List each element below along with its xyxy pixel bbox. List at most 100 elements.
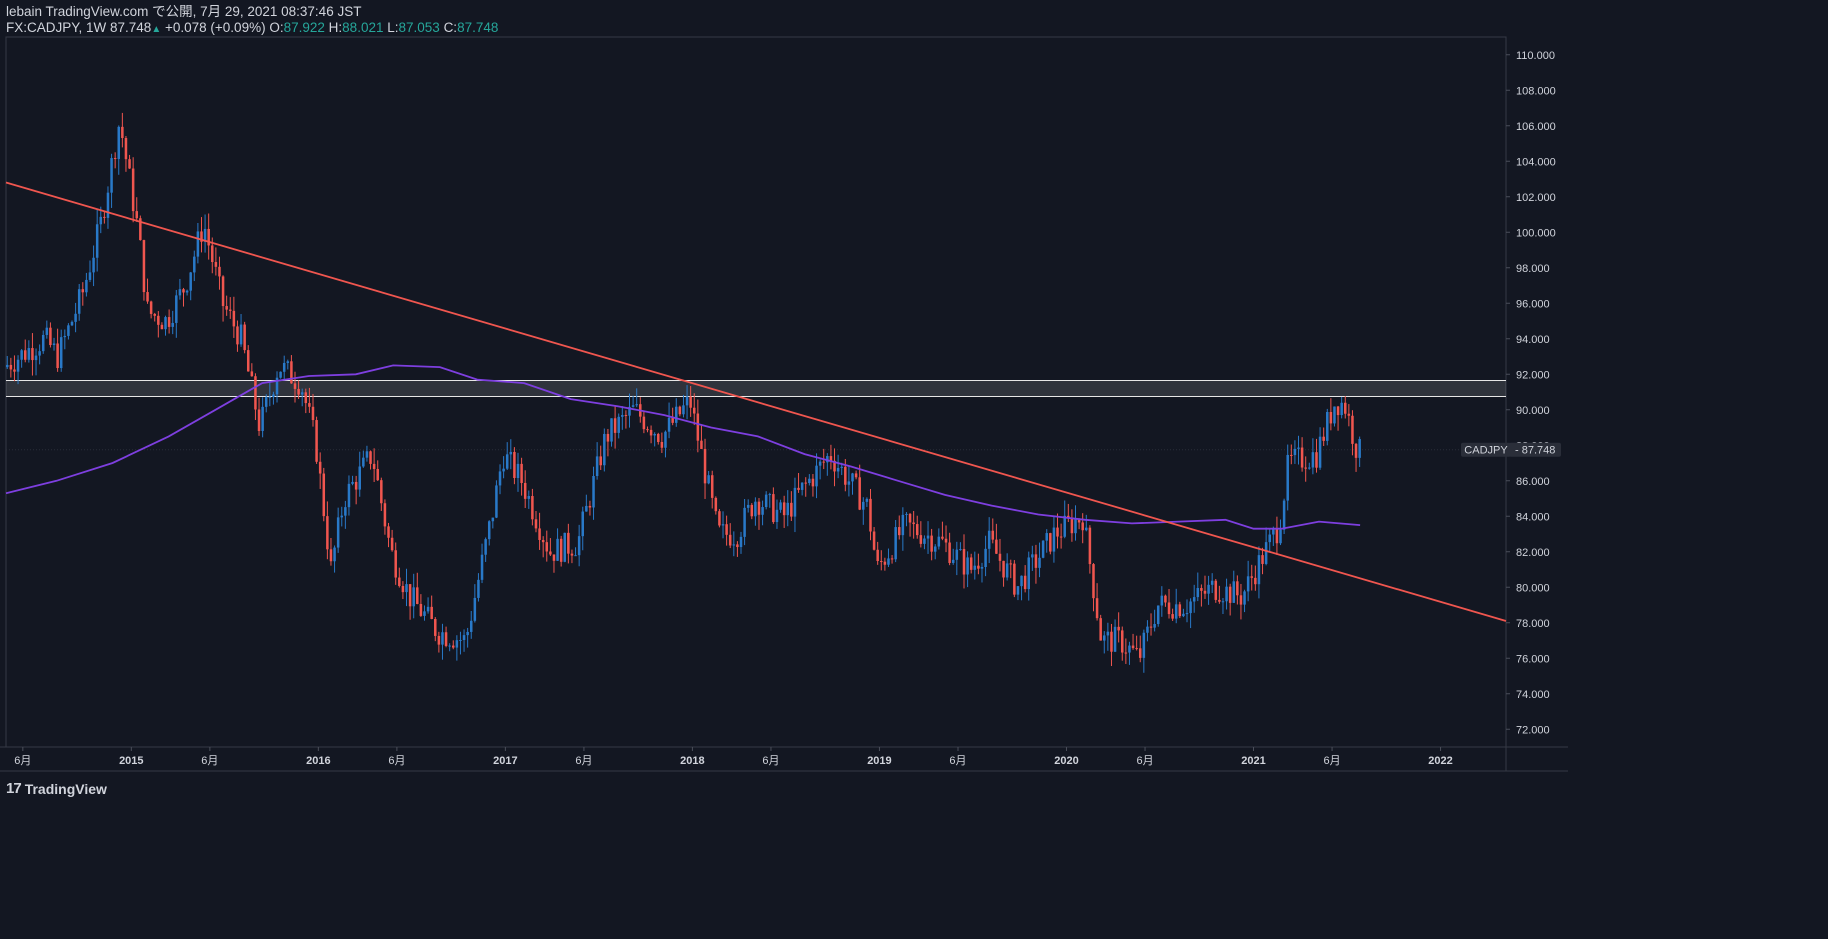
close-value: 87.748 [457, 20, 499, 35]
candle-up [574, 555, 577, 557]
candle-up [901, 514, 905, 536]
candle-up [951, 559, 955, 563]
candle-down [1088, 527, 1092, 565]
candle-up [1113, 626, 1117, 652]
candle-down [1095, 598, 1099, 619]
candle-down [552, 554, 556, 561]
candle-up [88, 272, 92, 280]
candle-up [631, 405, 635, 407]
candle-down [689, 396, 692, 408]
candle-down [297, 388, 300, 395]
candle-up [95, 224, 99, 258]
candle-down [398, 577, 401, 586]
moving-average-line[interactable] [5, 364, 1361, 530]
candle-down [772, 494, 775, 523]
candle-down [858, 477, 861, 510]
candle-down [696, 413, 700, 441]
candle-up [502, 468, 505, 472]
candle-down [1070, 518, 1074, 534]
candle-down [962, 549, 966, 575]
candle-up [764, 494, 768, 508]
candle-up [185, 290, 189, 293]
candle-down [1117, 626, 1120, 631]
candle-up [264, 397, 268, 407]
candle-up [800, 482, 804, 490]
candle-up [1185, 613, 1189, 615]
candle-down [1013, 563, 1016, 595]
candle-down [869, 498, 872, 532]
candle-up [469, 620, 473, 632]
y-tick-label: 86.000 [1516, 476, 1550, 488]
candle-down [1149, 626, 1153, 628]
candle-down [915, 524, 919, 536]
candle-up [70, 321, 74, 326]
candle-down [1236, 581, 1239, 596]
candle-down [538, 528, 541, 540]
candle-up [653, 433, 656, 436]
resistance-zone[interactable] [6, 380, 1506, 397]
x-tick-label: 2015 [119, 755, 143, 767]
candle-up [563, 532, 567, 562]
low-value: 87.053 [398, 20, 440, 35]
candle-up [635, 404, 638, 406]
candle-down [588, 505, 592, 508]
candle-up [405, 584, 408, 593]
candle-up [426, 606, 430, 612]
candle-down [1228, 586, 1232, 603]
candle-up [1192, 597, 1196, 602]
candle-down [225, 306, 228, 310]
candle-down [369, 451, 372, 464]
candle-down [876, 549, 879, 562]
candle-up [1031, 554, 1034, 558]
candle-down [995, 539, 998, 554]
candle-up [779, 502, 782, 510]
candle-down [969, 557, 973, 570]
trend-line[interactable] [5, 181, 1507, 622]
candle-down [1329, 412, 1333, 424]
candle-up [441, 632, 444, 645]
candle-up [516, 463, 520, 479]
candle-up [617, 416, 620, 433]
candle-down [948, 542, 951, 563]
tradingview-logo[interactable]: 17 TradingView [6, 780, 107, 797]
candle-down [642, 416, 646, 430]
candle-up [1020, 575, 1023, 587]
x-tick-label: 6月 [201, 755, 218, 767]
candle-up [1308, 467, 1311, 469]
candle-up [1016, 586, 1020, 595]
candle-up [1246, 576, 1250, 592]
candle-down [236, 326, 239, 345]
chart-canvas[interactable]: 72.000 74.000 76.000 78.000 80.000 82.000 84.0… [0, 0, 1568, 805]
candle-down [1124, 652, 1128, 654]
candle-up [175, 295, 178, 323]
y-tick-label: 110.000 [1516, 50, 1555, 62]
candle-down [1315, 452, 1318, 468]
candle-up [1038, 557, 1041, 568]
candle-down [1218, 599, 1221, 602]
candle-down [390, 537, 394, 551]
candle-up [487, 521, 491, 540]
candle-down [380, 480, 383, 504]
candle-up [279, 371, 282, 378]
candle-down [1049, 533, 1052, 552]
candle-up [423, 611, 426, 616]
candle-down [930, 535, 933, 552]
candle-down [710, 475, 714, 498]
candle-down [200, 231, 203, 242]
x-tick-label: 6月 [1136, 755, 1153, 767]
candle-down [103, 216, 106, 218]
candle-down [322, 473, 326, 517]
candle-down [1131, 645, 1135, 649]
candle-up [484, 539, 487, 555]
candle-down [167, 317, 171, 327]
candle-up [67, 325, 70, 336]
candle-up [286, 361, 290, 363]
candle-down [311, 406, 315, 421]
candle-down [513, 451, 516, 479]
candle-down [1059, 536, 1063, 538]
candle-down [1110, 631, 1113, 652]
candle-up [300, 392, 304, 395]
candle-up [59, 337, 63, 369]
candle-up [1005, 563, 1009, 578]
candle-down [290, 361, 293, 384]
